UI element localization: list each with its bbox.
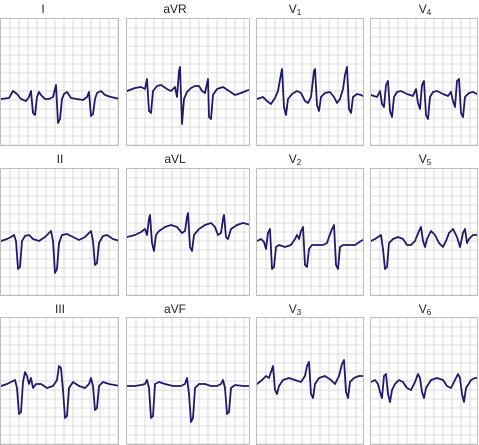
ecg-waveform [257,66,363,116]
lead-label-text: I [41,2,45,16]
lead-label-text: V [418,302,427,316]
ecg-trace-V2 [257,169,363,295]
ecg-waveform [371,373,477,403]
lead-label-text: V [418,152,427,166]
ecg-trace-III [1,318,118,444]
lead-label-text: V [418,2,427,16]
ecg-panel-V2 [256,168,364,296]
ecg-grid [1,318,118,444]
ecg-trace-V5 [371,169,477,295]
ecg-grid [257,318,363,444]
lead-label-aVL: aVL [125,152,225,170]
lead-label-aVR: aVR [125,2,225,20]
ecg-grid [257,19,363,145]
ecg-panel-V1 [256,18,364,146]
lead-label-text: aVR [163,2,187,16]
ecg-waveform [1,230,118,274]
ecg-waveform [371,78,477,120]
ecg-trace-V4 [371,19,477,145]
ecg-panel-V4 [370,18,478,146]
lead-label-text: II [56,152,64,166]
ecg-trace-II [1,169,118,295]
ecg-trace-aVR [127,19,249,145]
ecg-panel-II [0,168,119,296]
ecg-panel-aVL [126,168,250,296]
lead-label-aVF: aVF [125,302,225,320]
ecg-trace-V3 [257,318,363,444]
ecg-trace-aVF [127,318,249,444]
ecg-panel-I [0,18,119,146]
lead-label-V2: V2 [288,152,302,167]
ecg-trace-aVL [127,169,249,295]
ecg-grid [257,169,363,295]
ecg-trace-V1 [257,19,363,145]
ecg-grid [1,19,118,145]
lead-label-text: III [54,302,65,316]
lead-label-text: V [288,152,297,166]
lead-label-I: I [0,2,93,20]
lead-label-text: aVL [164,152,186,166]
lead-label-text: aVF [163,302,186,316]
ecg-waveform [257,359,363,399]
lead-label-V1: V1 [288,2,302,17]
ecg-waveform [127,212,249,252]
ecg-trace-V6 [371,318,477,444]
ecg-panel-aVR [126,18,250,146]
ecg-grid [1,169,118,295]
ecg-waveform [371,226,477,270]
lead-label-text: V [288,2,297,16]
lead-label-V5: V5 [418,152,432,167]
ecg-panel-aVF [126,317,250,445]
ecg-grid [371,169,477,295]
lead-label-V4: V4 [418,2,432,17]
ecg-panel-V3 [256,317,364,445]
ecg-trace-I [1,19,118,145]
ecg-waveform [1,84,118,124]
lead-label-V6: V6 [418,302,432,317]
ecg-panel-V6 [370,317,478,445]
lead-label-III: III [10,302,110,320]
ecg-grid [371,19,477,145]
ecg-waveform [257,224,363,270]
ecg-waveform [1,365,118,419]
lead-label-II: II [10,152,110,170]
ecg-waveform [127,377,249,423]
lead-label-text: V [288,302,297,316]
ecg-waveform [127,66,249,125]
ecg-panel-V5 [370,168,478,296]
lead-label-V3: V3 [288,302,302,317]
ecg-panel-III [0,317,119,445]
